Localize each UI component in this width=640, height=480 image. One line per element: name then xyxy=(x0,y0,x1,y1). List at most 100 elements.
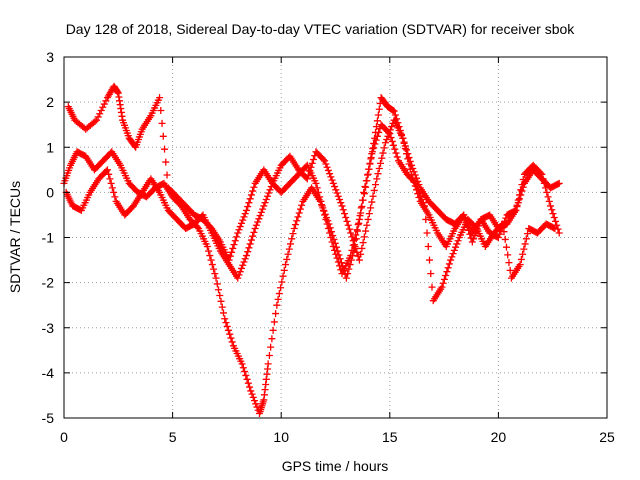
data-point xyxy=(259,205,267,213)
data-point xyxy=(499,221,507,229)
data-point xyxy=(316,197,324,205)
data-point xyxy=(326,170,334,178)
data-point xyxy=(357,204,365,212)
data-point xyxy=(264,192,272,200)
data-point xyxy=(234,274,242,282)
data-point xyxy=(228,338,236,346)
data-point xyxy=(352,244,360,252)
data-point xyxy=(320,207,328,215)
data-point xyxy=(268,335,276,343)
data-point xyxy=(329,232,337,240)
data-point xyxy=(356,212,364,220)
data-point xyxy=(249,232,257,240)
data-point xyxy=(226,330,234,338)
data-point xyxy=(343,217,351,225)
data-point xyxy=(246,195,254,203)
data-point xyxy=(223,322,231,330)
data-point xyxy=(518,187,526,195)
x-axis-label: GPS time / hours xyxy=(282,458,389,474)
data-point xyxy=(518,181,526,189)
data-point xyxy=(250,228,258,236)
data-point xyxy=(354,227,362,235)
data-point xyxy=(555,179,563,187)
data-point xyxy=(406,165,414,173)
data-point xyxy=(387,134,395,142)
data-point xyxy=(284,250,292,258)
data-point xyxy=(110,188,118,196)
data-point xyxy=(323,214,331,222)
data-point xyxy=(357,250,365,258)
data-point xyxy=(305,171,313,179)
y-axis-label: SDTVAR / TECUs xyxy=(7,181,23,293)
data-point xyxy=(371,140,379,148)
data-point xyxy=(335,251,343,259)
data-points xyxy=(60,82,563,417)
data-point xyxy=(378,154,386,162)
data-point xyxy=(388,123,396,131)
data-point xyxy=(344,270,352,278)
data-point xyxy=(229,244,237,252)
data-point xyxy=(205,247,213,255)
data-point xyxy=(262,195,270,203)
data-point xyxy=(288,235,296,243)
data-point xyxy=(283,255,291,263)
data-point xyxy=(96,110,104,118)
data-point xyxy=(265,351,273,359)
data-point xyxy=(374,111,382,119)
data-point xyxy=(248,390,256,398)
data-point xyxy=(295,209,303,217)
data-point xyxy=(331,239,339,247)
data-point xyxy=(360,188,368,196)
data-point xyxy=(100,100,108,108)
data-point xyxy=(157,107,165,115)
y-tick-label: 1 xyxy=(46,139,54,155)
data-point xyxy=(290,224,298,232)
data-point xyxy=(461,215,469,223)
data-point xyxy=(267,343,275,351)
data-point xyxy=(303,175,311,183)
data-point xyxy=(161,145,169,153)
data-point xyxy=(391,111,399,119)
data-point xyxy=(312,179,320,187)
data-point xyxy=(403,150,411,158)
data-point xyxy=(275,290,283,298)
data-point xyxy=(370,144,378,152)
data-point xyxy=(363,171,371,179)
data-point xyxy=(379,149,387,157)
data-point xyxy=(260,202,268,210)
data-point xyxy=(408,170,416,178)
data-point xyxy=(237,264,245,272)
data-point xyxy=(325,220,333,228)
data-point xyxy=(237,219,245,227)
data-point xyxy=(415,194,423,202)
data-point xyxy=(211,270,219,278)
data-point xyxy=(347,229,355,237)
data-point xyxy=(358,244,366,252)
data-point xyxy=(333,189,341,197)
data-point xyxy=(454,237,462,245)
data-point xyxy=(235,226,243,234)
data-point xyxy=(368,198,376,206)
data-point xyxy=(450,246,458,254)
data-point xyxy=(309,155,317,163)
data-point xyxy=(265,189,273,197)
data-point xyxy=(362,177,370,185)
data-point xyxy=(255,215,263,223)
data-point xyxy=(285,245,293,253)
x-tick-label: 15 xyxy=(382,429,398,445)
data-point xyxy=(359,239,367,247)
y-tick-label: 2 xyxy=(46,94,54,110)
data-point xyxy=(219,309,227,317)
data-point xyxy=(242,371,250,379)
data-point xyxy=(256,212,264,220)
data-point xyxy=(330,235,338,243)
data-point xyxy=(524,230,532,238)
data-point xyxy=(243,375,251,383)
data-point xyxy=(296,205,304,213)
data-point xyxy=(328,176,336,184)
data-point xyxy=(353,248,361,256)
data-point xyxy=(553,221,561,229)
data-point xyxy=(216,292,224,300)
data-point xyxy=(247,191,255,199)
x-tick-label: 5 xyxy=(169,429,177,445)
